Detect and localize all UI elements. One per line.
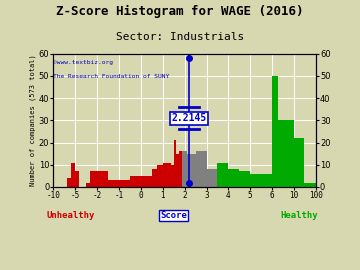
Bar	[166, 163, 168, 187]
Bar	[182, 151, 185, 187]
Bar	[75, 171, 79, 187]
Text: Z-Score Histogram for WAGE (2016): Z-Score Histogram for WAGE (2016)	[56, 5, 304, 18]
Text: Sector: Industrials: Sector: Industrials	[116, 32, 244, 42]
Text: Healthy: Healthy	[280, 211, 318, 220]
Bar	[69, 178, 71, 187]
Bar	[261, 174, 272, 187]
Bar	[163, 163, 166, 187]
Bar	[157, 165, 163, 187]
Bar	[86, 183, 90, 187]
Bar	[278, 120, 294, 187]
Text: 2.2145: 2.2145	[172, 113, 207, 123]
Bar	[130, 176, 141, 187]
Bar	[250, 174, 261, 187]
Bar	[176, 154, 179, 187]
Bar	[71, 163, 73, 187]
Bar	[97, 171, 108, 187]
Bar	[147, 176, 152, 187]
Bar	[217, 163, 223, 187]
Bar	[90, 171, 94, 187]
Bar	[168, 163, 171, 187]
Bar	[294, 138, 304, 187]
Bar	[228, 169, 239, 187]
Bar	[185, 151, 187, 187]
Text: Unhealthy: Unhealthy	[47, 211, 95, 220]
Bar	[141, 176, 147, 187]
Bar	[108, 180, 119, 187]
Bar	[152, 169, 157, 187]
Bar	[94, 171, 97, 187]
Bar	[174, 140, 176, 187]
Bar	[171, 165, 174, 187]
Bar	[223, 163, 228, 187]
Bar	[207, 169, 217, 187]
Bar	[67, 178, 69, 187]
Bar	[195, 151, 207, 187]
Bar	[272, 76, 278, 187]
Bar	[119, 180, 130, 187]
Bar	[187, 154, 190, 187]
Text: Score: Score	[160, 211, 187, 220]
Bar	[304, 183, 316, 187]
Text: The Research Foundation of SUNY: The Research Foundation of SUNY	[54, 74, 170, 79]
Bar	[73, 163, 75, 187]
Bar	[179, 151, 182, 187]
Bar	[190, 154, 195, 187]
Text: ©www.textbiz.org: ©www.textbiz.org	[54, 60, 113, 65]
Bar	[239, 171, 250, 187]
Y-axis label: Number of companies (573 total): Number of companies (573 total)	[30, 55, 36, 186]
